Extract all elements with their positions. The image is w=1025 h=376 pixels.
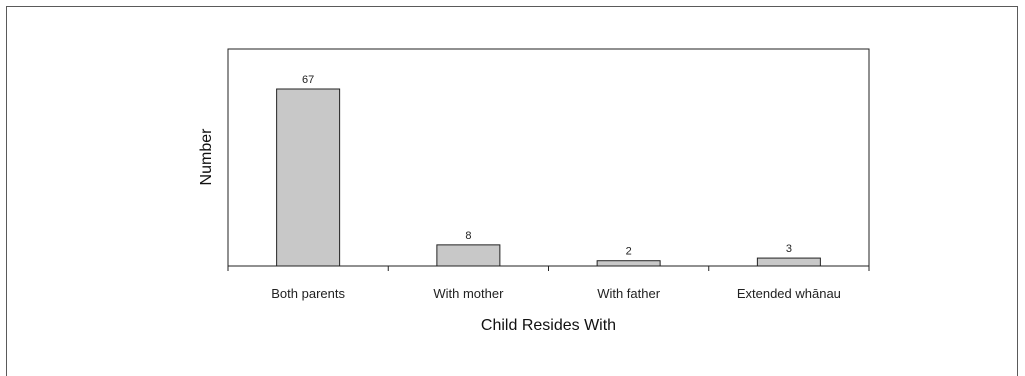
- data-label-1: 8: [465, 230, 471, 242]
- data-label-3: 3: [786, 243, 792, 255]
- bars-group: [276, 88, 821, 267]
- data-labels-group: 67 8 2 3: [302, 74, 792, 258]
- x-ticks-group: [227, 266, 870, 271]
- x-tick-label-0: Both parents: [271, 286, 345, 301]
- x-axis-title: Child Resides With: [481, 317, 616, 334]
- bar-0: [276, 88, 341, 267]
- x-tick-label-3: Extended whānau: [737, 286, 841, 301]
- bar-3: [756, 257, 821, 267]
- bar-2: [596, 260, 661, 267]
- data-label-0: 67: [302, 74, 314, 86]
- x-tick-label-2: With father: [597, 286, 661, 301]
- figure-frame: [6, 6, 1018, 376]
- x-tick-label-1: With mother: [433, 286, 504, 301]
- data-label-2: 2: [626, 246, 632, 258]
- bar-1: [436, 244, 501, 267]
- y-axis-title: Number: [198, 128, 215, 186]
- x-tick-labels-group: Both parents With mother With father Extend…: [271, 286, 841, 301]
